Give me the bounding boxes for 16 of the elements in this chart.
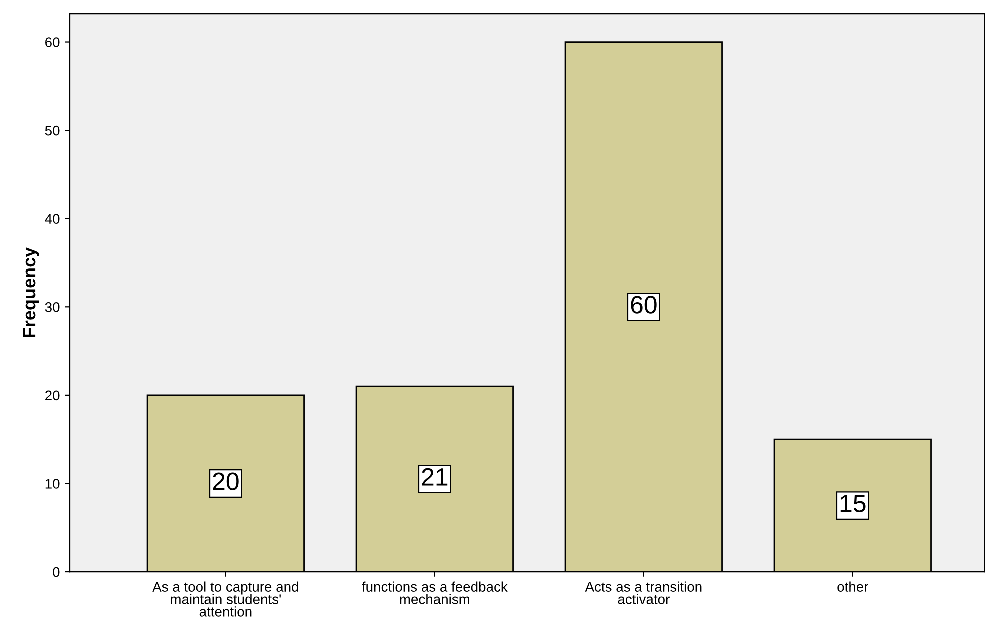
y-tick-label: 20 (46, 390, 60, 401)
data-label: 21 (422, 468, 448, 486)
x-tick-label: other (838, 582, 868, 592)
y-tick-label: 40 (45, 214, 60, 224)
data-label: 15 (840, 495, 866, 513)
x-tick-label: As a tool to capture and maintain students' attention (152, 582, 298, 617)
y-tick-label: 60 (46, 38, 60, 48)
data-label: 60 (631, 296, 657, 314)
data-label: 20 (213, 472, 239, 490)
y-axis-title: Frequency (23, 247, 40, 338)
y-tick-label: 50 (45, 126, 60, 136)
x-tick-label: Acts as a transition activator (585, 582, 702, 604)
x-tick-label: functions as a feedback mechanism (362, 582, 508, 604)
y-tick-label: 0 (53, 567, 60, 578)
y-tick-label: 30 (45, 302, 60, 312)
y-tick-label: 10 (46, 479, 60, 489)
